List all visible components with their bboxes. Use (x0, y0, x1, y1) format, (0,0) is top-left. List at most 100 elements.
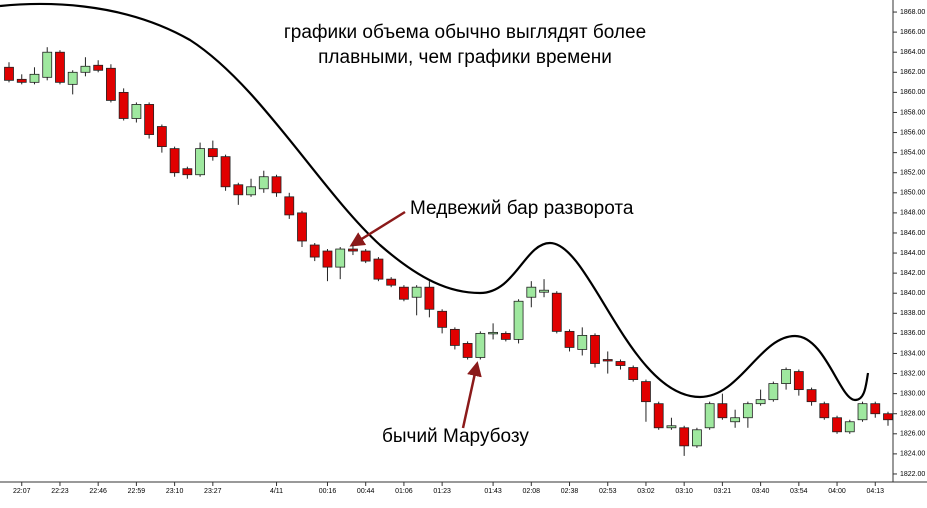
x-tick-label: 01:06 (395, 488, 413, 495)
x-tick-label: 03:21 (714, 488, 732, 495)
candle-body (832, 417, 842, 433)
x-tick-label: 02:53 (599, 488, 617, 495)
y-tick-label: 1838.00 (900, 310, 925, 317)
candle-body (768, 383, 779, 401)
candle-body (16, 78, 27, 83)
y-tick-label: 1868.00 (900, 9, 925, 16)
x-tick-label: 22:23 (51, 488, 69, 495)
y-tick-label: 1864.00 (900, 49, 925, 56)
candle-body (462, 343, 473, 358)
x-tick-label: 01:43 (484, 488, 502, 495)
candle-body (526, 286, 537, 298)
y-tick-label: 1854.00 (900, 149, 925, 156)
candle-body (781, 369, 791, 384)
x-tick-label: 02:38 (561, 488, 579, 495)
candle-body (704, 403, 715, 429)
x-tick-label: 23:27 (204, 488, 222, 495)
candle-body (195, 148, 205, 176)
candle-body (373, 258, 384, 280)
candle-body (819, 403, 830, 419)
candle-body (539, 289, 549, 293)
candle-body (271, 176, 282, 194)
x-tick-label: 01:23 (433, 488, 451, 495)
candle-body (500, 332, 511, 340)
y-tick-label: 1866.00 (900, 29, 925, 36)
candle-body (870, 403, 881, 415)
candle-body (742, 403, 753, 419)
y-tick-label: 1824.00 (900, 451, 925, 458)
x-tick-label: 03:40 (752, 488, 770, 495)
x-tick-label: 23:10 (166, 488, 184, 495)
candle-body (513, 300, 524, 340)
x-tick-label: 22:46 (89, 488, 107, 495)
candle-body (360, 250, 371, 262)
candle-body (169, 148, 180, 174)
candle-body (144, 104, 155, 135)
candle-body (411, 286, 422, 298)
annotation: Медвежий бар разворота (410, 198, 634, 219)
y-tick-label: 1852.00 (900, 170, 925, 177)
candle-body (29, 73, 40, 83)
candle-body (258, 176, 269, 190)
candle-body (93, 64, 104, 71)
candle-body (844, 421, 855, 433)
candle-body (131, 104, 142, 119)
candle-body (284, 196, 295, 216)
x-tick-label: 02:08 (523, 488, 541, 495)
candle-body (602, 359, 613, 362)
candle-body (883, 413, 893, 421)
y-tick-label: 1828.00 (900, 411, 925, 418)
candle-body (118, 91, 129, 119)
y-tick-label: 1860.00 (900, 89, 925, 96)
x-tick-label: 22:59 (128, 488, 146, 495)
y-tick-label: 1836.00 (900, 330, 925, 337)
y-tick-label: 1842.00 (900, 270, 925, 277)
candle-body (233, 184, 244, 196)
candle-body (335, 248, 346, 268)
y-tick-label: 1844.00 (900, 250, 925, 257)
candle-body (641, 381, 651, 403)
candle-body (4, 66, 14, 81)
candle-body (577, 334, 588, 350)
candle-body (806, 389, 817, 403)
candle-body (730, 417, 741, 423)
candle-body (348, 248, 358, 252)
candle-body (793, 371, 804, 391)
x-tick-label: 03:10 (675, 488, 693, 495)
annotation: бычий Марубозу (382, 426, 529, 447)
candle-body (615, 361, 626, 366)
x-tick-label: 03:54 (790, 488, 808, 495)
candle-body (679, 427, 690, 447)
candle-body (590, 334, 600, 364)
candle-body (67, 71, 78, 85)
candle-body (666, 425, 677, 429)
candle-body (857, 403, 868, 421)
y-tick-label: 1848.00 (900, 210, 925, 217)
volume-curve (0, 2, 870, 402)
y-tick-label: 1850.00 (900, 190, 925, 197)
x-tick-label: 04:00 (828, 488, 846, 495)
candle-body (399, 286, 409, 300)
y-tick-label: 1856.00 (900, 129, 925, 136)
candle-body (628, 367, 639, 380)
candle-body (156, 126, 167, 148)
candle-body (755, 399, 766, 405)
candle-body (80, 65, 91, 73)
y-tick-label: 1830.00 (900, 390, 925, 397)
candle-body (322, 250, 333, 268)
annotation: плавными, чем графики времени (318, 47, 612, 68)
candle-body (424, 286, 435, 310)
x-tick-label: 03:02 (637, 488, 655, 495)
candle-body (309, 244, 320, 258)
x-tick-label: 00:44 (357, 488, 375, 495)
candle-body (55, 51, 65, 83)
y-tick-label: 1858.00 (900, 109, 925, 116)
y-tick-label: 1846.00 (900, 230, 925, 237)
y-tick-label: 1822.00 (900, 471, 925, 478)
candle-body (220, 156, 231, 188)
candle-body (717, 403, 728, 419)
candle-body (386, 278, 397, 286)
annotation: графики объема обычно выглядят более (284, 22, 646, 43)
candle-body (207, 148, 218, 158)
